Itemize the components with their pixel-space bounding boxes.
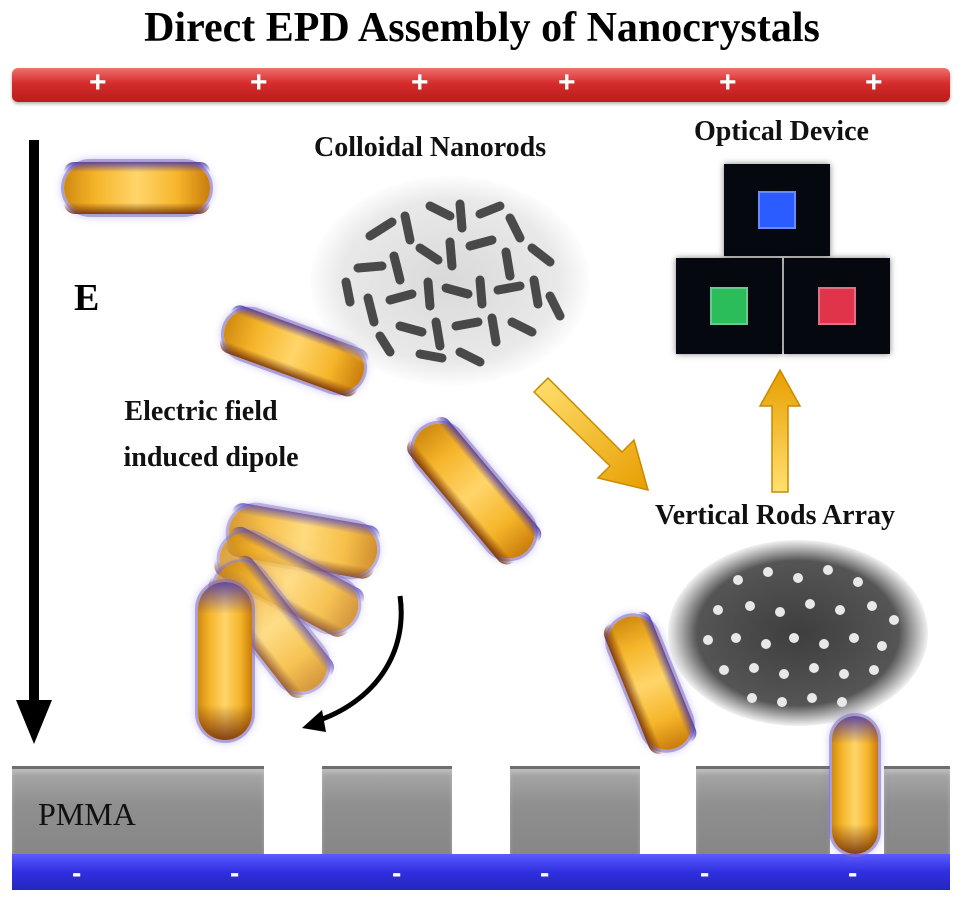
nanorod <box>402 413 546 569</box>
minus-sign: - <box>700 857 710 888</box>
plus-sign: + <box>411 66 429 99</box>
colloidal-nanorods-image <box>310 176 590 386</box>
positive-electrode <box>12 68 950 102</box>
blue-pixel <box>758 191 796 229</box>
nanorod <box>198 582 252 740</box>
plus-sign: + <box>250 66 268 99</box>
plus-sign: + <box>719 66 737 99</box>
colloidal-nanorods-label: Colloidal Nanorods <box>314 132 547 163</box>
minus-sign: - <box>540 857 550 888</box>
nanorod <box>64 162 210 214</box>
minus-sign: - <box>230 857 240 888</box>
pmma-block <box>510 766 640 861</box>
device-green <box>676 258 782 354</box>
rotation-arrow <box>302 595 404 732</box>
dipole-label-line2: induced dipole <box>123 442 299 473</box>
plus-sign: + <box>865 66 883 99</box>
negative-electrode <box>12 854 950 890</box>
optical-device-image <box>676 164 890 364</box>
pmma-block <box>322 766 452 861</box>
pmma-block <box>12 766 264 861</box>
deposited-nanorod <box>832 716 878 855</box>
pmma-label: PMMA <box>38 796 136 832</box>
dipole-label-line1: Electric field <box>124 396 278 427</box>
vertical-rods-array-label: Vertical Rods Array <box>655 500 896 531</box>
pmma-block <box>884 766 950 861</box>
assembly-arrow <box>532 376 650 492</box>
vertical-rods-array-image <box>668 540 928 726</box>
plus-sign: + <box>558 66 576 99</box>
green-pixel <box>710 287 748 325</box>
minus-sign: - <box>392 857 402 888</box>
pmma-block <box>696 766 830 861</box>
device-red <box>784 258 890 354</box>
minus-sign: - <box>848 857 858 888</box>
field-label: E <box>74 277 100 319</box>
minus-sign: - <box>72 857 82 888</box>
device-blue <box>724 164 830 256</box>
optical-device-label: Optical Device <box>694 116 869 147</box>
plus-sign: + <box>89 66 107 99</box>
electric-field-arrow <box>16 140 52 744</box>
diagram-title: Direct EPD Assembly of Nanocrystals <box>144 5 820 51</box>
red-pixel <box>818 287 856 325</box>
device-arrow <box>758 368 802 493</box>
